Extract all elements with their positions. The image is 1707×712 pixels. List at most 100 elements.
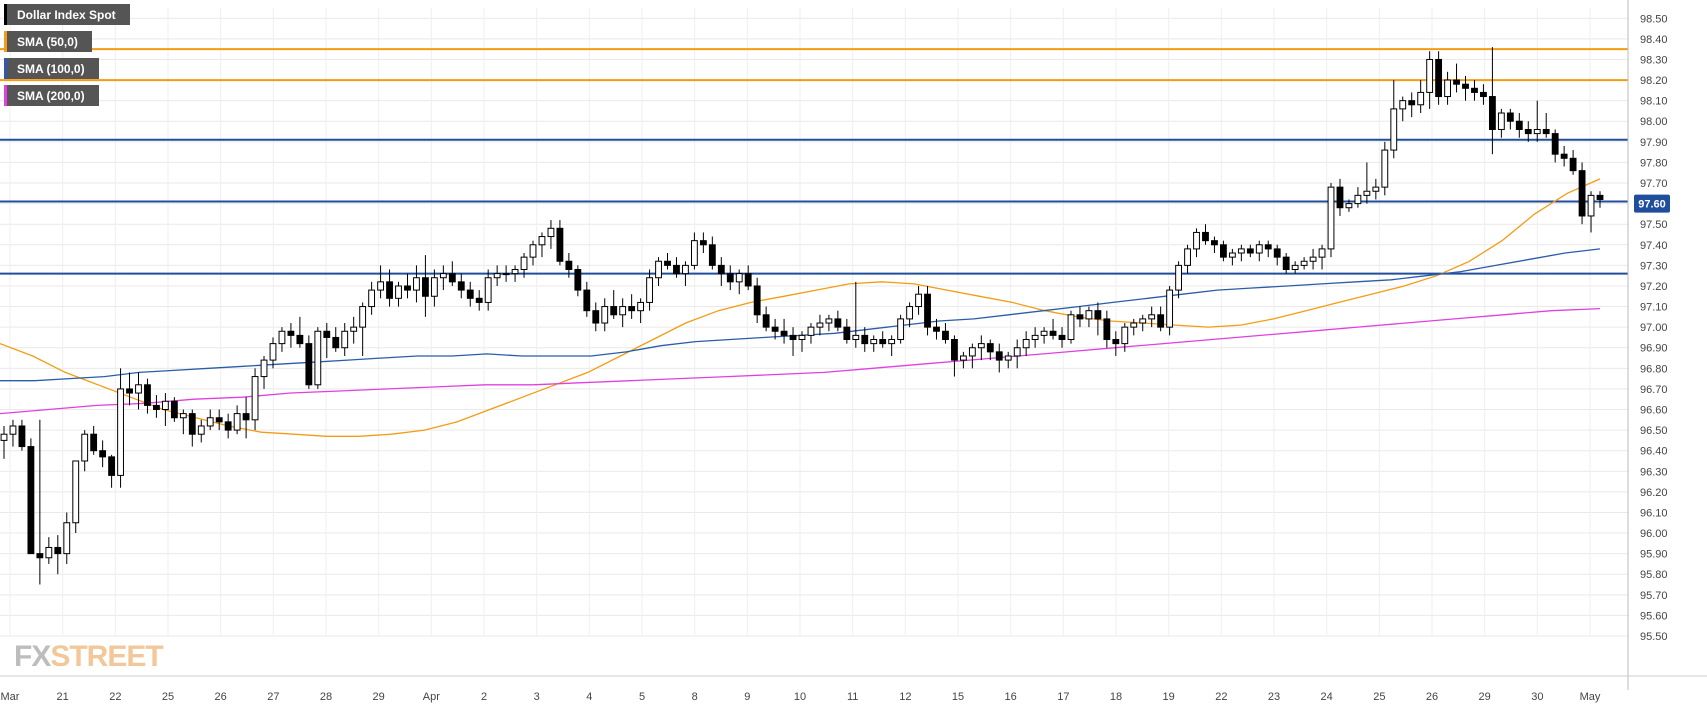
- candle-up: [314, 330, 322, 386]
- candle-down: [924, 293, 931, 328]
- chart-legend: Dollar Index Spot SMA (50,0) SMA (100,0)…: [4, 4, 130, 112]
- candle-up: [117, 388, 124, 476]
- y-tick-label: 97.50: [1640, 219, 1668, 231]
- legend-item-sma-100[interactable]: SMA (100,0): [4, 58, 99, 79]
- candle-up: [1031, 334, 1039, 341]
- logo-part-street: STREET: [50, 640, 163, 673]
- y-tick-label: 96.90: [1640, 343, 1668, 355]
- candle-down: [215, 417, 223, 423]
- candle-down: [144, 384, 151, 406]
- sma-50-line: [0, 178, 1601, 437]
- y-tick-label: 97.30: [1640, 260, 1668, 272]
- x-tick-label: 19: [1163, 691, 1175, 703]
- candle-down: [933, 326, 940, 332]
- candle-down: [951, 339, 958, 361]
- candle-up: [395, 285, 402, 299]
- candle-up: [502, 273, 510, 276]
- x-tick-label: Mar: [1, 691, 20, 703]
- candle-down: [834, 318, 842, 328]
- candle-down: [1488, 96, 1496, 130]
- legend-swatch: [4, 85, 7, 106]
- candle-down: [1596, 194, 1604, 200]
- candle-up: [1533, 128, 1541, 135]
- candle-up: [1148, 314, 1156, 320]
- candle-down: [986, 343, 994, 353]
- candle-up: [1237, 248, 1245, 254]
- y-tick-label: 96.10: [1640, 507, 1668, 519]
- candle-down: [36, 553, 44, 559]
- candle-up: [1085, 310, 1093, 320]
- candle-up: [439, 273, 447, 279]
- candle-up: [278, 330, 286, 345]
- candle-down: [843, 326, 851, 341]
- candle-down: [1515, 120, 1523, 130]
- candle-down: [475, 297, 483, 303]
- candle-down: [188, 413, 196, 435]
- candle-up: [1013, 347, 1021, 357]
- candle-up: [1363, 190, 1371, 196]
- candle-up: [1255, 244, 1263, 254]
- y-tick-label: 98.00: [1640, 116, 1668, 128]
- legend-label: SMA (200,0): [17, 88, 85, 103]
- candle-up: [646, 277, 653, 303]
- candle-up: [798, 334, 806, 341]
- candle-up: [852, 334, 860, 341]
- candle-down: [879, 339, 887, 345]
- y-tick-label: 97.80: [1640, 157, 1668, 169]
- x-tick-label: 25: [162, 691, 174, 703]
- legend-label: SMA (100,0): [17, 61, 85, 76]
- legend-swatch: [4, 4, 7, 25]
- candle-down: [664, 260, 671, 266]
- legend-swatch: [4, 31, 7, 52]
- candle-up: [1067, 314, 1075, 341]
- candle-down: [1264, 244, 1272, 250]
- y-tick-label: 97.40: [1640, 240, 1668, 252]
- candle-down: [592, 310, 600, 324]
- candle-up: [233, 413, 241, 431]
- candle-down: [108, 456, 116, 476]
- candle-down: [18, 425, 26, 448]
- candle-up: [690, 240, 698, 266]
- candle-up: [1345, 203, 1353, 209]
- x-tick-label: 30: [1531, 691, 1543, 703]
- plot-background: [0, 8, 1628, 636]
- candle-up: [1318, 248, 1326, 258]
- candle-up: [1497, 112, 1505, 130]
- candle-up: [484, 277, 492, 303]
- candle-up: [179, 413, 187, 419]
- candle-down: [1569, 157, 1577, 172]
- candle-up: [682, 264, 689, 275]
- candle-up: [368, 289, 376, 308]
- candle-down: [699, 240, 707, 246]
- fxstreet-logo: FXSTREET: [14, 640, 164, 674]
- candle-up: [1193, 231, 1200, 250]
- candle-up: [350, 326, 358, 332]
- candle-down: [386, 281, 393, 299]
- candle-up: [735, 273, 743, 283]
- legend-item-sma-50[interactable]: SMA (50,0): [4, 31, 92, 52]
- candle-down: [744, 273, 752, 287]
- candle-down: [466, 289, 474, 299]
- y-tick-label: 96.30: [1640, 466, 1668, 478]
- candle-down: [789, 334, 797, 341]
- candle-up: [1184, 248, 1191, 266]
- legend-item-sma-200[interactable]: SMA (200,0): [4, 85, 99, 106]
- candle-down: [565, 260, 573, 270]
- x-tick-label: 10: [794, 691, 806, 703]
- x-tick-label: 29: [373, 691, 385, 703]
- y-tick-label: 98.10: [1640, 96, 1668, 108]
- x-tick-label: 16: [1005, 691, 1017, 703]
- y-tick-label: 96.40: [1640, 446, 1668, 458]
- x-tick-label: 17: [1057, 691, 1069, 703]
- y-tick-label: 95.90: [1640, 549, 1668, 561]
- candle-down: [583, 289, 591, 312]
- candle-down: [753, 285, 761, 316]
- candle-down: [1211, 240, 1218, 246]
- candle-down: [556, 227, 564, 262]
- legend-item-dollar-index[interactable]: Dollar Index Spot: [4, 4, 130, 25]
- x-tick-label: 9: [744, 691, 750, 703]
- x-tick-label: 4: [586, 691, 592, 703]
- candle-down: [1506, 112, 1514, 122]
